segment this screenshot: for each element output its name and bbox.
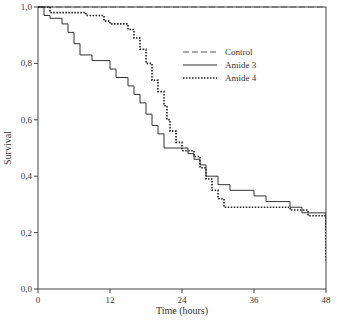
y-tick	[34, 119, 38, 120]
x-tick	[326, 289, 327, 293]
survival-line	[38, 7, 326, 230]
plot-frame	[38, 7, 326, 289]
y-axis-title: Survival	[2, 131, 13, 165]
y-tick-label: 0,6	[21, 115, 33, 125]
y-tick	[34, 232, 38, 233]
series-group	[38, 7, 326, 261]
y-tick	[34, 63, 38, 64]
x-axis-title: Time (hours)	[156, 305, 208, 317]
chart: 0 12 24 36 48 0,0 0,2 0,4 0,6 0,8 1,0 Time (hours) S…	[0, 0, 355, 320]
y-tick-label: 0,4	[21, 171, 33, 181]
x-tick-label: 12	[106, 295, 115, 305]
survival-line	[38, 7, 326, 8]
legend-swatch	[183, 77, 217, 79]
x-tick-label: 48	[322, 295, 332, 305]
x-tick-label: 36	[250, 295, 260, 305]
legend: Control Amide 3 Amide 4	[183, 47, 257, 83]
legend-label: Amide 4	[225, 73, 257, 83]
x-tick	[182, 289, 183, 293]
y-tick-label: 0,8	[21, 58, 33, 68]
y-tick-label: 0,2	[21, 228, 32, 238]
legend-swatch	[183, 65, 217, 66]
x-tick	[38, 289, 39, 293]
legend-swatch	[183, 52, 217, 53]
legend-label: Amide 3	[225, 60, 257, 70]
y-tick	[34, 176, 38, 177]
y-tick	[34, 289, 38, 290]
y-tick-label: 0,0	[21, 284, 33, 294]
y-tick	[34, 7, 38, 8]
x-tick	[110, 289, 111, 293]
legend-label: Control	[225, 47, 253, 57]
x-tick-label: 0	[36, 295, 41, 305]
x-tick-label: 24	[178, 295, 188, 305]
x-tick	[254, 289, 255, 293]
y-tick-label: 1,0	[21, 2, 33, 12]
survival-line	[38, 7, 326, 261]
